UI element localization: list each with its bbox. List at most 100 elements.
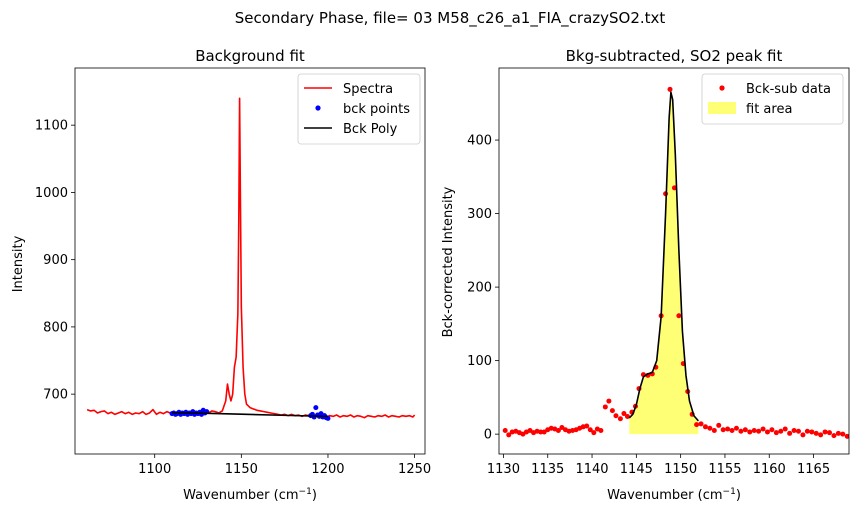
legend: Spectra bck points Bck Poly [297, 73, 421, 145]
data-point-bck-sub-data [773, 430, 779, 436]
data-point-bck-sub-data [591, 430, 597, 436]
panel-title: Bkg-subtracted, SO2 peak fit [566, 47, 783, 65]
legend-box [701, 73, 844, 125]
data-point-bck-sub-data [742, 427, 748, 433]
series-line-bck-poly [172, 411, 328, 418]
legend-label-bck-poly: Bck Poly [343, 122, 398, 137]
data-point-bck-sub-data [747, 429, 753, 435]
x-tick-label: 1155 [708, 462, 741, 477]
data-point-bck-sub-data [756, 428, 762, 434]
legend: Bck-sub data fit area [701, 73, 844, 125]
data-point-bck-sub-data [729, 427, 735, 433]
data-point-bck-sub-data [751, 427, 757, 433]
data-point-bck-sub-data [555, 427, 561, 433]
x-tick-label: 1140 [575, 462, 608, 477]
y-tick-label: 900 [43, 253, 68, 268]
y-axis-label: Intensity [11, 235, 26, 292]
data-point-bck-sub-data [795, 428, 801, 434]
data-point-bck-sub-data [809, 429, 815, 435]
data-point-bck-sub-data [676, 313, 682, 319]
plot-frame [74, 67, 426, 455]
data-point-bck-sub-data [720, 427, 726, 433]
y-tick-label: 1000 [35, 186, 68, 201]
x-tick-label: 1130 [487, 462, 520, 477]
x-tick-label: 1165 [797, 462, 830, 477]
data-point-bck-sub-data [738, 428, 744, 434]
data-point-bck-sub-data [613, 413, 619, 419]
data-point-bck-sub-data [506, 432, 512, 438]
data-point-bck-sub-data [702, 424, 708, 430]
data-point-bck-sub-data [791, 427, 797, 433]
data-point-bck-sub-data [609, 408, 615, 414]
x-tick-label: 1200 [311, 462, 344, 477]
legend-swatch-bck-sub-data [719, 85, 725, 91]
x-tick-label: 1150 [664, 462, 697, 477]
y-tick-label: 0 [484, 428, 492, 443]
x-tick-label: 1145 [620, 462, 653, 477]
series-line-spectra [86, 97, 416, 419]
plot-frame [498, 67, 850, 455]
data-point-bck-sub-data [624, 414, 630, 420]
legend-swatch-bck-points [315, 105, 321, 111]
x-tick-label: 1250 [398, 462, 431, 477]
data-point-bck-sub-data [716, 422, 722, 428]
data-point-bck-sub-data [502, 427, 508, 433]
data-point-bck-sub-data [844, 433, 849, 439]
data-point-bck-sub-data [733, 425, 739, 431]
data-point-bck-sub-data [835, 430, 841, 436]
x-tick-label: 1100 [138, 462, 171, 477]
panel-title: Background fit [195, 47, 305, 65]
data-point-bck-sub-data [827, 430, 833, 436]
data-point-bck-sub-data [840, 431, 846, 437]
data-point-bck-sub-data [621, 411, 627, 417]
data-point-bck-sub-data [813, 430, 819, 436]
legend-label-fit-area: fit area [746, 102, 792, 117]
series-line-fit-line [628, 91, 699, 422]
data-point-bck-sub-data [725, 426, 731, 432]
x-tick-label: 1160 [753, 462, 786, 477]
x-axis-label: Wavenumber (cm−1) [183, 487, 317, 503]
y-tick-label: 700 [43, 388, 68, 403]
legend-box [297, 73, 421, 145]
data-point-bck-sub-data [671, 185, 677, 191]
data-point-bck-sub-data [617, 416, 623, 422]
data-point-bck-sub-data [787, 430, 793, 436]
x-tick-label: 1135 [531, 462, 564, 477]
data-point-bck-sub-data [598, 427, 604, 433]
data-point-bck-sub-data [606, 398, 612, 404]
legend-label-spectra: Spectra [343, 82, 393, 97]
x-tick-label: 1150 [225, 462, 258, 477]
data-point-bck-sub-data [667, 86, 673, 92]
background-fit-panel: Background fit 1100 1150 1200 1250 700 800 900… [11, 47, 431, 503]
data-point-bck-sub-data [831, 433, 837, 439]
data-point-bck-sub-data [707, 425, 713, 431]
legend-label-bck-points: bck points [343, 102, 410, 117]
data-point-bck-sub-data [822, 429, 828, 435]
data-point-bck-sub-data [602, 404, 608, 410]
data-point-bck-sub-data [711, 427, 717, 433]
data-point-bck-sub-data [538, 429, 544, 435]
x-axis-label: Wavenumber (cm−1) [607, 487, 741, 503]
data-point-bck-points [313, 405, 319, 411]
data-point-bck-sub-data [694, 422, 700, 428]
data-point-bck-sub-data [782, 426, 788, 432]
peak-fit-panel: Bkg-subtracted, SO2 peak fit 1130 1135 114… [441, 47, 850, 503]
data-point-bck-sub-data [587, 427, 593, 433]
y-axis-label: Bck-corrected Intensity [441, 186, 456, 337]
y-tick-label: 1100 [35, 119, 68, 134]
data-point-bck-sub-data [769, 427, 775, 433]
y-tick-label: 800 [43, 320, 68, 335]
y-tick-label: 200 [467, 281, 492, 296]
data-point-bck-sub-data [760, 426, 766, 432]
data-point-bck-sub-data [818, 432, 824, 438]
figure-suptitle: Secondary Phase, file= 03 M58_c26_a1_FIA… [235, 9, 666, 28]
data-point-bck-sub-data [764, 429, 770, 435]
data-point-bck-sub-data [804, 428, 810, 434]
data-point-bck-sub-data [800, 432, 806, 438]
data-point-bck-sub-data [584, 423, 590, 429]
legend-swatch-fit-area [708, 102, 736, 114]
y-tick-label: 400 [467, 134, 492, 149]
data-point-bck-sub-data [698, 421, 704, 427]
y-tick-label: 300 [467, 207, 492, 222]
